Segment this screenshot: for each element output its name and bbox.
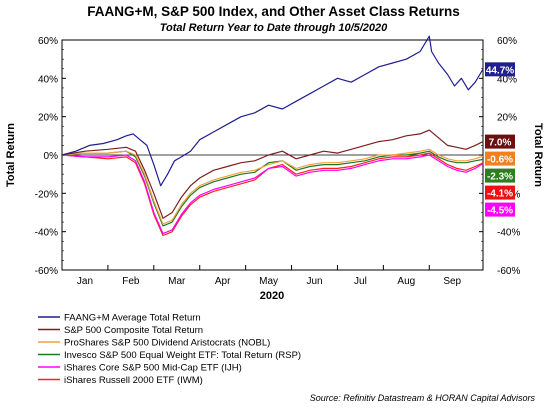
y-tick-label-right: -60% [497, 266, 520, 277]
y-tick-label-right: -40% [497, 228, 520, 239]
end-label: -2.3% [487, 172, 513, 183]
x-tick-label: Sep [443, 276, 461, 287]
x-axis-label: 2020 [260, 290, 284, 302]
end-label: -0.6% [487, 155, 513, 166]
end-label-box [485, 62, 515, 77]
x-tick-label: May [259, 276, 278, 287]
x-tick-label: Aug [397, 276, 415, 287]
y-axis-left-title: Total Return [5, 123, 17, 187]
end-label-box [485, 151, 515, 166]
end-label: -4.1% [487, 189, 513, 200]
y-tick-label-left: -60% [35, 266, 58, 277]
legend-label: iShares Core S&P 500 Mid-Cap ETF (IJH) [64, 363, 242, 374]
y-axis-right-title: Total Return [532, 123, 544, 187]
chart-subtitle: Total Return Year to Date through 10/5/2… [159, 22, 388, 34]
x-tick-label: Jun [306, 276, 322, 287]
chart-title: FAANG+M, S&P 500 Index, and Other Asset … [87, 4, 460, 19]
y-tick-label-right: 60% [497, 36, 517, 47]
y-tick-label-right: 20% [497, 113, 517, 124]
legend-label: Invesco S&P 500 Equal Weight ETF: Total … [64, 350, 301, 361]
y-tick-label-left: -20% [35, 189, 58, 200]
y-axis-left-labels: 60% 40% 20% 0% -20% -40% -60% [35, 36, 58, 277]
end-label: 7.0% [489, 138, 512, 149]
end-label-box [485, 134, 515, 149]
x-tick-label: Mar [168, 276, 186, 287]
legend-label: iShares Russell 2000 ETF (IWM) [64, 375, 203, 386]
end-label-box [485, 202, 515, 217]
series-group [61, 35, 484, 237]
legend-label: FAANG+M Average Total Return [64, 313, 201, 324]
x-tick-label: Feb [122, 276, 140, 287]
y-tick-label-left: 60% [38, 36, 58, 47]
end-label-box [485, 185, 515, 200]
legend-label: S&P 500 Composite Total Return [64, 325, 203, 336]
x-axis-month-labels: Jan Feb Mar Apr May Jun Jul Aug Sep [77, 276, 462, 287]
end-value-labels: 44.7% 7.0% -0.6% -2.3% -4.1% -4.5% [485, 62, 515, 217]
y-tick-label-left: 40% [38, 74, 58, 85]
end-label: 44.7% [486, 65, 514, 76]
series-line [61, 35, 484, 187]
x-tick-label: Jul [354, 276, 367, 287]
series-line [61, 129, 484, 219]
y-tick-label-left: 20% [38, 113, 58, 124]
series-line [61, 152, 484, 237]
series-line [61, 150, 484, 227]
y-tick-label-right: 40% [497, 74, 517, 85]
legend-label: ProShares S&P 500 Dividend Aristocrats (… [64, 338, 270, 349]
x-tick-label: Jan [77, 276, 93, 287]
x-tick-label: Apr [215, 276, 231, 287]
source-note: Source: Refinitiv Datastream & HORAN Cap… [309, 393, 535, 403]
y-tick-label-left: 0% [44, 151, 59, 162]
series-line [61, 148, 484, 225]
y-tick-label-left: -40% [35, 228, 58, 239]
end-label-box [485, 168, 515, 183]
series-line [61, 154, 484, 235]
end-label: -4.5% [487, 206, 513, 217]
